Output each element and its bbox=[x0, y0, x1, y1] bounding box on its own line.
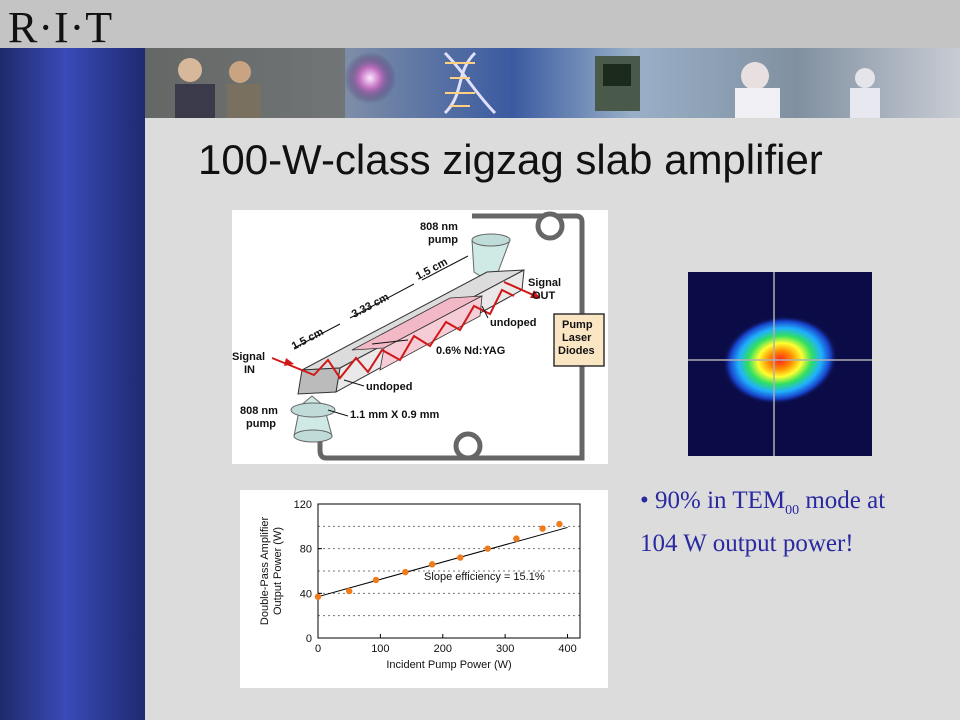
undoped-bottom-label: undoped bbox=[366, 381, 412, 393]
length-label-c: 1.5 cm bbox=[414, 256, 450, 283]
data-point bbox=[314, 593, 322, 600]
data-point bbox=[539, 525, 546, 532]
light-glow-icon bbox=[344, 52, 396, 104]
y-axis-label-line1: Double-Pass Amplifier bbox=[259, 517, 271, 626]
rit-logo: R·I·T bbox=[8, 3, 114, 52]
person-head-1 bbox=[178, 58, 202, 82]
bullet-line1-post: mode at bbox=[799, 487, 886, 514]
data-point bbox=[556, 520, 563, 528]
data-point bbox=[457, 554, 464, 561]
signal-out-label-1: Signal bbox=[528, 277, 561, 289]
pump-laser-diodes-box bbox=[553, 313, 605, 367]
x-tick-label: 100 bbox=[371, 643, 389, 655]
bullet-text: • 90% in TEM00 mode at 104 W output powe… bbox=[640, 484, 885, 560]
x-tick-label: 200 bbox=[434, 643, 452, 655]
pump-top-label-2: pump bbox=[428, 234, 458, 246]
undoped-top-label: undoped bbox=[490, 317, 536, 329]
photo-banner bbox=[145, 48, 960, 118]
mount-hole-icon bbox=[453, 431, 483, 461]
plot-frame bbox=[317, 503, 581, 639]
y-tick-label: 120 bbox=[294, 499, 312, 511]
signal-out-label-2: OUT bbox=[532, 290, 556, 302]
bullet-line1-pre: 90% in TEM bbox=[655, 487, 786, 514]
data-point bbox=[428, 561, 436, 568]
x-tick-label: 300 bbox=[496, 643, 514, 655]
pld-label-1: Pump bbox=[562, 319, 593, 331]
fit-line bbox=[317, 526, 568, 598]
pld-label-2: Laser bbox=[562, 332, 592, 344]
x-axis-label: Incident Pump Power (W) bbox=[386, 659, 511, 671]
dna-helix-icon bbox=[443, 51, 497, 115]
data-point bbox=[484, 545, 491, 552]
length-label-a: 1.5 cm bbox=[290, 326, 326, 353]
x-tick-label: 0 bbox=[315, 643, 321, 655]
slab-amplifier-diagram: 808 nm pump Signal OUT Signal IN 1.5 cm … bbox=[232, 210, 608, 464]
data-point bbox=[372, 576, 380, 584]
slide-title: 100-W-class zigzag slab amplifier bbox=[198, 136, 823, 183]
left-sidebar-bar bbox=[0, 48, 145, 720]
pld-label-3: Diodes bbox=[558, 345, 595, 357]
slope-annotation: Slope efficiency = 15.1% bbox=[424, 571, 545, 583]
pump-bottom-label-1: 808 nm bbox=[240, 405, 278, 417]
signal-in-label-1: Signal bbox=[232, 351, 265, 363]
x-tick-label: 400 bbox=[558, 643, 576, 655]
y-tick-label: 40 bbox=[300, 588, 312, 600]
output-power-chart: 0 100 200 300 400 0 40 80 120 Slope efficiency =… bbox=[240, 490, 608, 688]
doped-label: 0.6% Nd:YAG bbox=[436, 345, 505, 357]
bullet-subscript: 00 bbox=[785, 503, 800, 518]
data-point bbox=[513, 535, 520, 542]
bullet-marker: • bbox=[640, 487, 649, 514]
top-band bbox=[0, 0, 960, 48]
slab-size-label: 1.1 mm X 0.9 mm bbox=[350, 409, 439, 421]
y-axis-label-line2: Output Power (W) bbox=[272, 527, 284, 615]
beam-profile-image bbox=[688, 272, 872, 456]
data-point bbox=[345, 587, 353, 595]
y-tick-label: 80 bbox=[300, 544, 312, 556]
pump-top-label-1: 808 nm bbox=[420, 221, 458, 233]
data-point bbox=[402, 568, 409, 576]
y-tick-label: 0 bbox=[306, 633, 312, 645]
pump-bottom-label-2: pump bbox=[246, 418, 276, 430]
length-label-b: 3.33 cm bbox=[350, 291, 391, 321]
bullet-line2: 104 W output power! bbox=[640, 530, 854, 557]
mount-hole-icon bbox=[535, 211, 565, 241]
signal-in-label-2: IN bbox=[244, 364, 255, 376]
